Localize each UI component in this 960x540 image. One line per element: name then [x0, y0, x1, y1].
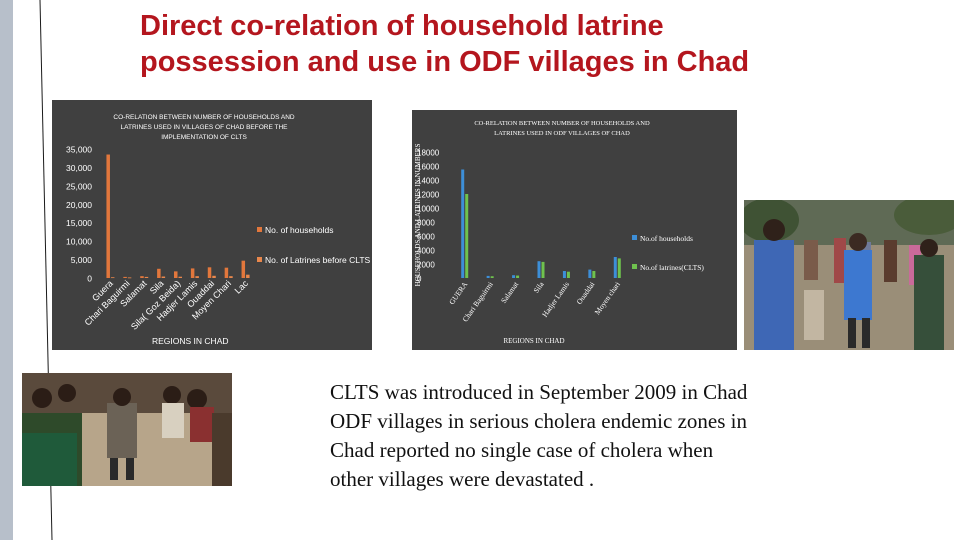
chart-before-clts: CO-RELATION BETWEEN NUMBER OF HOUSEHOLDS…	[52, 100, 372, 350]
legend-swatch	[632, 235, 637, 240]
caption-line: other villages were devastated .	[330, 467, 595, 491]
y-tick-label: 35,000	[66, 145, 92, 155]
bar-latrines	[617, 258, 621, 278]
chart-odf-villages: CO-RELATION BETWEEN NUMBER OF HOUSEHOLDS…	[412, 110, 737, 350]
bar-households	[106, 154, 110, 278]
photo-village-crowd	[744, 200, 954, 350]
bar-latrines	[229, 276, 233, 278]
x-tick-label: Salamat	[499, 279, 521, 305]
x-tick-label: GUERA	[447, 280, 470, 307]
bar-households	[486, 275, 490, 278]
chart-title-line: LATRINES USED IN ODF VILLAGES OF CHAD	[494, 130, 630, 137]
bar-latrines	[161, 276, 166, 278]
bar-latrines	[490, 276, 494, 278]
slide-title: Direct co-relation of household latrine …	[140, 8, 940, 80]
bar-latrines	[541, 261, 545, 278]
chart-title-line: CO-RELATION BETWEEN NUMBER OF HOUSEHOLDS…	[474, 120, 650, 127]
title-line: Direct co-relation of household latrine	[140, 10, 664, 42]
bar-latrines	[592, 271, 596, 278]
bar-households	[588, 269, 592, 278]
bar-latrines	[465, 194, 469, 278]
bar-households	[224, 267, 229, 278]
y-tick-label: 20,000	[66, 200, 92, 210]
chart-title-line: LATRINES USED IN VILLAGES OF CHAD BEFORE…	[121, 124, 289, 131]
photo-village-meeting	[22, 373, 232, 486]
chart-before-clts-svg: CO-RELATION BETWEEN NUMBER OF HOUSEHOLDS…	[66, 114, 371, 346]
legend-swatch	[257, 227, 262, 232]
bar-latrines	[178, 276, 182, 278]
y-axis-label: HOUSEHOLDS AND LATRINES IN NUMBERS	[414, 144, 422, 287]
bar-households	[241, 260, 246, 278]
bar-households	[174, 271, 178, 278]
legend-entry: No. of Latrines before CLTS	[265, 255, 371, 265]
bar-households	[207, 267, 212, 278]
y-tick-label: 15,000	[66, 218, 92, 228]
y-tick-label: 16000	[417, 163, 440, 172]
bar-latrines	[195, 276, 199, 278]
y-tick-label: 10,000	[66, 237, 92, 247]
y-tick-label: 8000	[417, 219, 435, 228]
y-tick-label: 2000	[417, 261, 435, 270]
bar-households	[512, 275, 516, 278]
caption-text: CLTS was introduced in September 2009 in…	[330, 378, 930, 494]
bar-households	[562, 271, 566, 278]
bar-households	[537, 261, 541, 278]
y-tick-label: 6000	[417, 233, 435, 242]
bar-latrines	[246, 274, 250, 278]
left-accent-bar	[0, 0, 13, 540]
y-tick-label: 0	[417, 275, 422, 284]
legend-swatch	[632, 264, 637, 269]
bar-latrines	[212, 275, 216, 278]
x-axis-label: REGIONS IN CHAD	[503, 337, 564, 345]
bar-households	[613, 257, 617, 278]
caption-line: CLTS was introduced in September 2009 in…	[330, 380, 748, 404]
y-tick-label: 14000	[417, 177, 440, 186]
y-tick-label: 30,000	[66, 163, 92, 173]
bar-latrines	[566, 271, 570, 278]
legend-entry: No.of latrines(CLTS)	[640, 263, 704, 272]
bar-households	[461, 169, 465, 278]
bar-households	[140, 276, 144, 278]
x-axis-label: REGIONS IN CHAD	[152, 336, 229, 346]
chart-odf-villages-svg: CO-RELATION BETWEEN NUMBER OF HOUSEHOLDS…	[414, 120, 704, 345]
y-tick-label: 4000	[417, 247, 435, 256]
y-tick-label: 0	[87, 274, 92, 284]
bar-households	[157, 268, 161, 278]
x-tick-label: Ouaddai	[575, 280, 597, 306]
bar-households	[190, 268, 195, 278]
bar-latrines	[110, 277, 115, 279]
chart-title-line: IMPLEMENTATION OF CLTS	[161, 134, 247, 141]
bar-latrines	[127, 277, 132, 279]
caption-line: Chad reported no single case of cholera …	[330, 438, 714, 462]
x-tick-label: Lac	[233, 278, 251, 296]
chart-title-line: CO-RELATION BETWEEN NUMBER OF HOUSEHOLDS…	[113, 114, 294, 121]
legend-entry: No.of households	[640, 234, 693, 243]
y-tick-label: 5,000	[71, 255, 93, 265]
title-line: possession and use in ODF villages in Ch…	[140, 46, 750, 78]
legend-swatch	[257, 257, 262, 262]
y-tick-label: 18000	[417, 149, 440, 158]
x-tick-label: Moyen chari	[593, 280, 622, 316]
y-tick-label: 10000	[417, 205, 440, 214]
bar-latrines	[144, 276, 149, 278]
y-tick-label: 25,000	[66, 181, 92, 191]
bar-households	[123, 276, 127, 278]
caption-line: ODF villages in serious cholera endemic …	[330, 409, 747, 433]
y-tick-label: 12000	[417, 191, 440, 200]
bar-latrines	[516, 275, 520, 278]
legend-entry: No. of households	[265, 225, 334, 235]
x-tick-label: Sila	[532, 279, 546, 294]
